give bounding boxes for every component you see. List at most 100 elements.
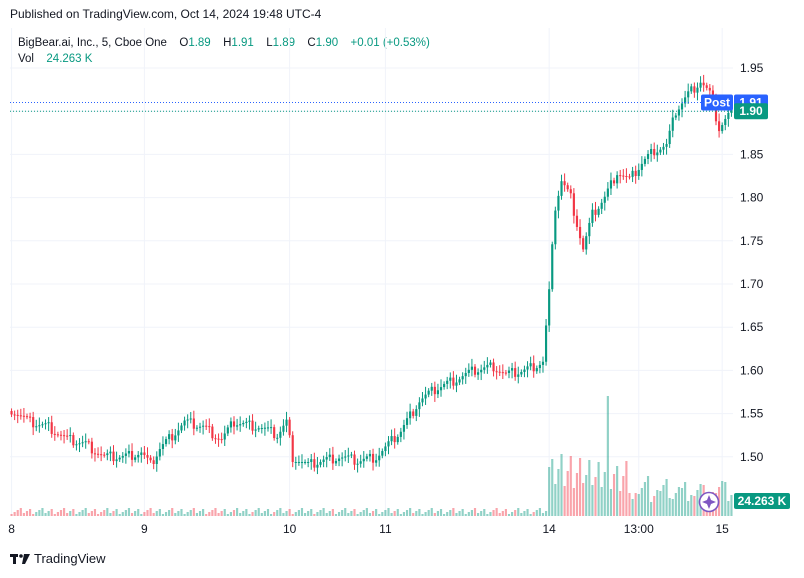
price-tick-label: 1.50 — [740, 450, 764, 464]
candle-body — [591, 209, 594, 223]
volume-bar — [520, 513, 523, 516]
volume-bar — [396, 509, 399, 516]
volume-bar — [504, 509, 507, 516]
volume-bar — [192, 508, 195, 516]
volume-bar — [384, 510, 387, 516]
volume-bar — [569, 456, 572, 516]
volume-bar — [93, 509, 97, 516]
candle-body — [492, 362, 495, 372]
volume-bar — [378, 514, 381, 516]
volume-bar — [300, 508, 304, 516]
volume-bar — [523, 511, 526, 516]
candle-body — [677, 109, 681, 116]
volume-bar — [245, 509, 248, 516]
candle-body — [198, 426, 202, 428]
price-tick-label: 1.85 — [740, 147, 764, 161]
candle-body — [137, 454, 140, 458]
volume-bar — [72, 509, 75, 516]
volume-bar — [659, 491, 662, 516]
volume-bar — [313, 514, 316, 516]
volume-bar — [328, 511, 331, 516]
candle-body — [245, 421, 248, 423]
candle-body — [548, 289, 551, 326]
candle-body — [319, 461, 322, 465]
volume-bar — [591, 485, 594, 516]
volume-bar — [365, 508, 368, 516]
candle-body — [529, 363, 532, 367]
candle-body — [109, 451, 112, 454]
price-axis[interactable]: 1.95 1.90 1.85 1.80 1.75 1.70 1.65 1.60 1.55 1.50 — [740, 61, 764, 464]
volume-bar — [118, 514, 121, 516]
volume-bar — [208, 512, 211, 516]
candle-body — [22, 415, 25, 417]
volume-bar — [575, 473, 579, 516]
volume-bar — [609, 489, 613, 516]
volume-bar — [399, 514, 402, 516]
candle-body — [322, 459, 325, 462]
candle-body — [25, 416, 29, 418]
volume-bar — [455, 513, 458, 516]
candle-body — [226, 427, 229, 434]
volume-bar — [721, 481, 724, 516]
volume-bar — [211, 510, 214, 516]
candle-body — [350, 454, 353, 456]
candle-body — [118, 457, 121, 460]
candle-body — [266, 427, 270, 429]
candle-body — [668, 130, 671, 145]
volume-bar — [529, 514, 532, 516]
candle-body — [446, 380, 449, 384]
footer-brand-label: TradingView — [34, 551, 106, 566]
candle-body — [687, 91, 690, 98]
volume-bar — [177, 511, 180, 516]
volume-bar — [486, 514, 489, 516]
volume-bar — [563, 486, 566, 516]
candle-body — [325, 457, 328, 460]
candle-body — [87, 441, 90, 443]
volume-bar — [597, 462, 600, 516]
high-value: 1.91 — [231, 37, 254, 49]
candle-body — [38, 425, 41, 427]
volume-bar — [548, 467, 551, 516]
volume-bar — [495, 508, 498, 516]
candle-body — [285, 419, 288, 426]
volume-bar — [551, 459, 554, 516]
volume-bar — [436, 511, 440, 516]
candle-body — [684, 97, 687, 104]
candle-body — [637, 169, 640, 176]
volume-bar — [687, 501, 690, 516]
candle-body — [239, 424, 242, 426]
candle-body — [69, 435, 72, 437]
volume-bar — [242, 511, 245, 516]
candle-body — [653, 149, 656, 156]
candle-body — [257, 428, 260, 430]
volume-bar — [16, 510, 19, 516]
volume-bar — [362, 510, 365, 516]
volume-bar — [276, 510, 279, 516]
candle-body — [560, 181, 563, 196]
volume-bar — [480, 511, 483, 516]
volume-bar — [59, 510, 63, 516]
candle-body — [72, 435, 75, 446]
candle-body — [554, 210, 557, 245]
time-axis[interactable]: 8 9 10 11 14 13:00 15 — [8, 522, 729, 536]
candle-body — [708, 87, 711, 91]
candle-body — [424, 394, 427, 399]
candle-body — [316, 464, 319, 468]
volume-bar — [115, 509, 118, 516]
volume-bar — [637, 494, 640, 516]
footer-brand[interactable]: TradingView — [10, 551, 106, 566]
candle-body — [334, 460, 338, 464]
time-tick-label: 10 — [283, 522, 297, 536]
candle-body — [192, 418, 195, 429]
candle-body — [517, 374, 520, 377]
candle-body — [390, 436, 393, 442]
volume-bar — [532, 512, 535, 516]
vol-value: 24.263 K — [46, 53, 93, 65]
candle-body — [50, 422, 53, 434]
volume-bar — [603, 472, 606, 516]
candle-body — [96, 453, 100, 455]
volume-bar — [585, 475, 588, 516]
candle-body — [106, 453, 109, 456]
candle-body — [585, 236, 588, 250]
